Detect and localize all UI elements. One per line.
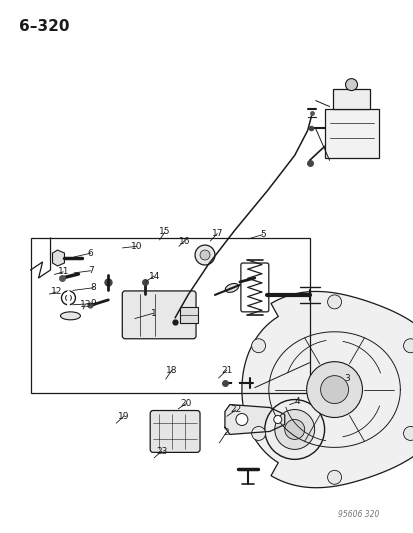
Text: 1: 1: [150, 309, 156, 318]
Circle shape: [251, 339, 265, 353]
Polygon shape: [241, 292, 413, 488]
Circle shape: [264, 400, 324, 459]
Circle shape: [403, 426, 413, 440]
Text: 4: 4: [293, 398, 299, 407]
Text: 14: 14: [148, 271, 159, 280]
Ellipse shape: [225, 284, 238, 293]
FancyBboxPatch shape: [122, 291, 196, 339]
Bar: [180, 307, 197, 323]
Text: 19: 19: [118, 412, 129, 421]
Text: 18: 18: [166, 366, 177, 375]
FancyBboxPatch shape: [150, 410, 199, 453]
Circle shape: [251, 426, 265, 440]
Text: 13: 13: [79, 300, 91, 309]
Text: 10: 10: [131, 242, 142, 251]
Text: 16: 16: [178, 237, 190, 246]
Ellipse shape: [60, 312, 80, 320]
Circle shape: [65, 295, 71, 301]
Circle shape: [403, 339, 413, 353]
Text: 5: 5: [259, 230, 265, 239]
Text: 22: 22: [230, 406, 241, 415]
Text: 6–320: 6–320: [19, 19, 69, 34]
Circle shape: [306, 362, 362, 417]
Circle shape: [235, 414, 247, 425]
Text: 8: 8: [90, 283, 96, 292]
Text: 2: 2: [223, 428, 229, 437]
Text: 17: 17: [211, 229, 223, 238]
Circle shape: [345, 79, 357, 91]
Text: 15: 15: [159, 228, 170, 237]
Text: 3: 3: [344, 374, 349, 383]
Circle shape: [199, 250, 209, 260]
Text: 12: 12: [50, 287, 62, 296]
Text: 95606 320: 95606 320: [337, 510, 378, 519]
Polygon shape: [52, 250, 64, 266]
Bar: [332, 88, 370, 109]
Polygon shape: [224, 405, 284, 434]
Bar: [324, 109, 378, 158]
Circle shape: [284, 419, 304, 439]
Circle shape: [273, 416, 281, 424]
Text: 21: 21: [221, 366, 232, 375]
Bar: [31, 238, 309, 393]
Circle shape: [274, 409, 314, 449]
Circle shape: [320, 376, 348, 403]
Text: 7: 7: [88, 266, 93, 275]
Circle shape: [327, 470, 341, 484]
Circle shape: [195, 245, 214, 265]
Text: 20: 20: [180, 399, 192, 408]
Text: 11: 11: [57, 268, 69, 276]
Text: 6: 6: [88, 249, 93, 258]
Text: 23: 23: [156, 447, 167, 456]
Text: 9: 9: [90, 299, 96, 308]
Circle shape: [327, 295, 341, 309]
